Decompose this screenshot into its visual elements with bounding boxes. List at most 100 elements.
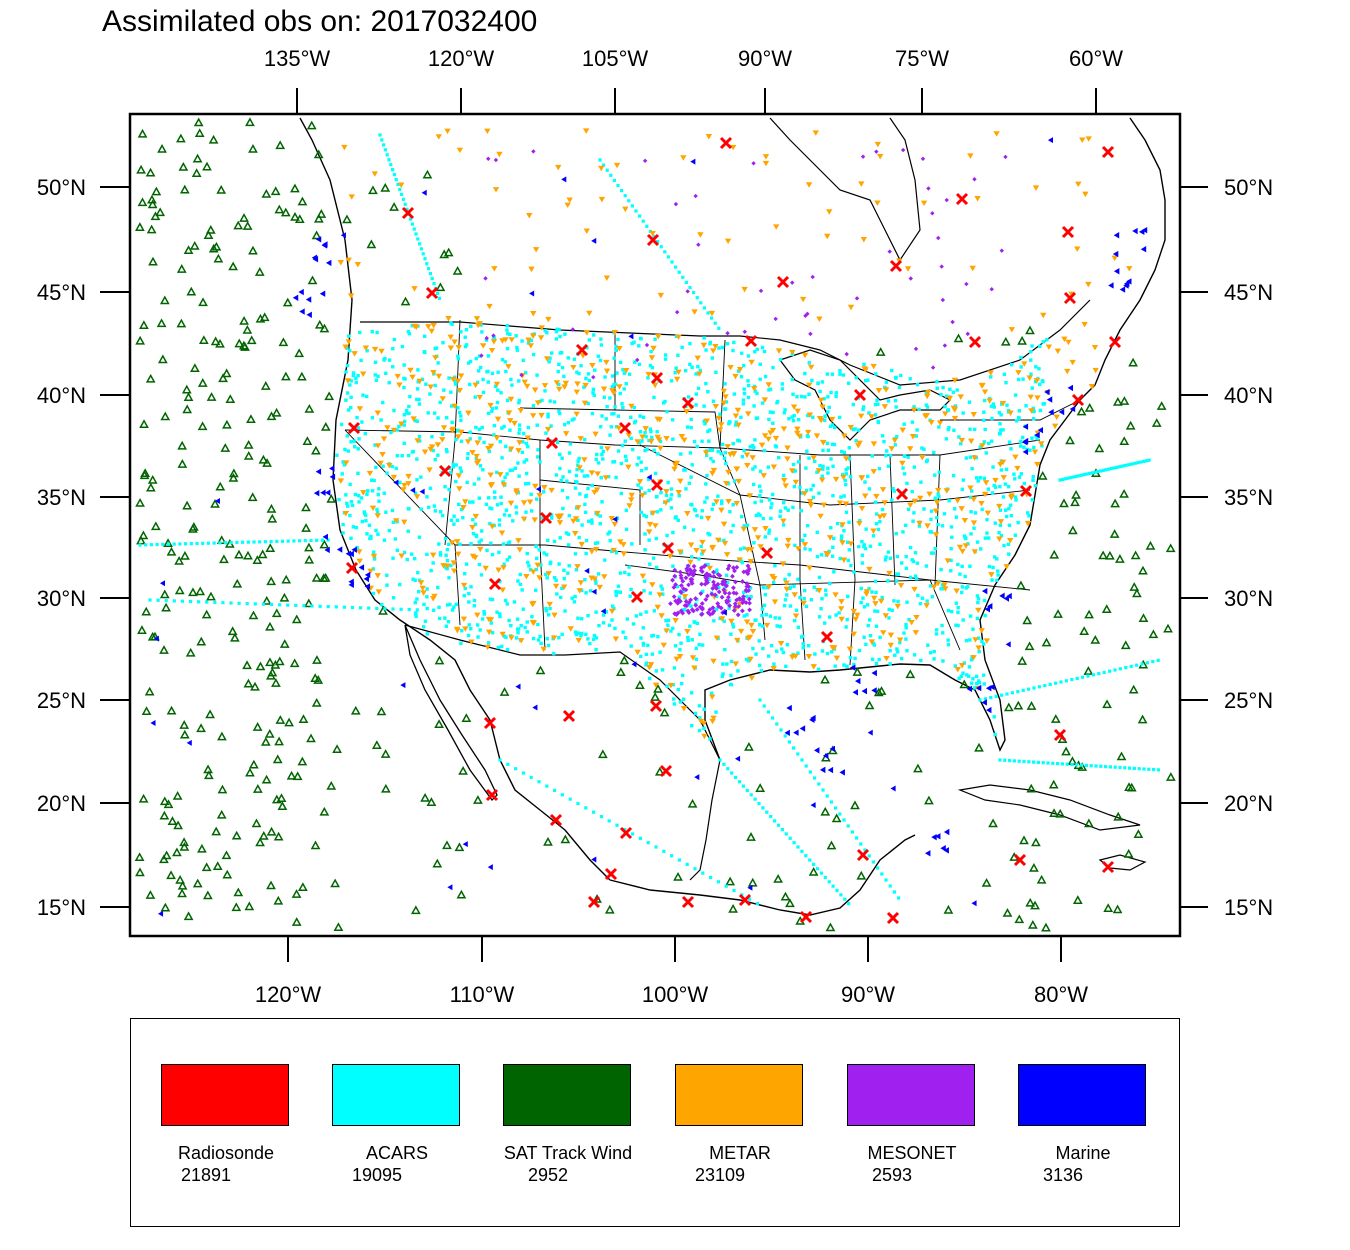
acars-marker	[615, 590, 619, 594]
acars-marker	[505, 398, 510, 403]
acars-marker	[778, 514, 782, 519]
acars-marker	[659, 508, 663, 512]
acars-marker	[1077, 474, 1081, 478]
top-tick-label: 105°W	[582, 46, 649, 71]
acars-marker	[425, 595, 429, 599]
metar-marker	[880, 513, 888, 519]
metar-marker	[970, 520, 978, 526]
acars-marker	[766, 654, 771, 658]
metar-marker	[500, 482, 507, 488]
acars-marker	[623, 454, 628, 459]
acars-marker	[686, 395, 691, 399]
mesonet-marker	[920, 156, 926, 162]
sat-wind-marker	[252, 784, 263, 793]
metar-marker	[958, 437, 966, 444]
acars-marker	[356, 493, 361, 498]
sat-wind-marker	[725, 876, 736, 886]
mesonet-marker	[710, 605, 716, 611]
acars-marker	[884, 453, 888, 458]
radiosonde-marker	[562, 709, 576, 723]
sat-wind-marker	[198, 297, 208, 307]
acars-marker	[1066, 476, 1070, 480]
sat-wind-marker	[294, 214, 305, 224]
radiosonde-marker	[1101, 145, 1115, 159]
metar-marker	[508, 337, 515, 343]
metar-marker	[401, 519, 408, 526]
acars-marker	[961, 411, 965, 415]
radiosonde-marker	[1053, 728, 1067, 742]
metar-marker	[610, 547, 617, 554]
acars-marker	[641, 415, 646, 419]
acars-marker	[571, 400, 576, 404]
metar-marker	[887, 632, 895, 639]
sat-wind-marker	[1101, 604, 1112, 613]
radiosonde-marker	[760, 546, 774, 560]
metar-marker	[932, 532, 940, 538]
acars-marker	[1006, 542, 1011, 547]
acars-marker	[263, 540, 267, 544]
acars-marker	[1031, 478, 1035, 483]
acars-marker	[699, 301, 703, 305]
acars-marker	[514, 334, 518, 338]
acars-marker	[148, 598, 152, 602]
mesonet-marker	[705, 593, 710, 599]
acars-marker	[554, 329, 559, 334]
marine-marker	[646, 474, 652, 481]
sat-wind-marker	[233, 887, 244, 897]
acars-marker	[555, 327, 559, 332]
mesonet-marker	[696, 242, 701, 247]
acars-marker	[925, 599, 929, 603]
acars-marker	[669, 379, 674, 383]
acars-marker	[609, 173, 613, 177]
acars-marker	[616, 414, 621, 418]
mesonet-marker	[707, 612, 713, 617]
metar-marker	[536, 493, 543, 499]
marine-marker	[153, 635, 159, 642]
acars-marker	[835, 888, 839, 893]
marine-marker	[529, 290, 535, 297]
marine-marker	[981, 587, 988, 595]
acars-marker	[637, 344, 641, 348]
acars-marker	[417, 439, 422, 443]
acars-marker	[436, 416, 440, 420]
acars-marker	[418, 242, 422, 246]
sat-wind-marker	[216, 184, 227, 194]
acars-marker	[592, 633, 597, 638]
legend-label: ACARS	[365, 1143, 428, 1163]
acars-marker	[981, 418, 986, 422]
sat-wind-marker	[157, 143, 167, 153]
sat-wind-marker	[239, 315, 249, 325]
acars-marker	[1108, 669, 1112, 673]
acars-marker	[419, 247, 423, 251]
metar-marker	[743, 619, 751, 625]
acars-marker	[1131, 462, 1135, 466]
metar-marker	[375, 589, 383, 595]
metar-marker	[492, 187, 500, 193]
metar-marker	[545, 571, 552, 577]
acars-marker	[576, 801, 580, 806]
metar-marker	[930, 584, 938, 590]
acars-marker	[823, 418, 827, 422]
acars-marker	[349, 440, 353, 444]
sat-wind-marker	[279, 639, 290, 648]
acars-marker	[886, 464, 891, 468]
acars-marker	[515, 617, 520, 621]
acars-marker	[674, 366, 678, 370]
marine-marker	[600, 608, 606, 615]
acars-marker	[478, 628, 482, 632]
sat-wind-marker	[304, 404, 315, 413]
metar-marker	[639, 434, 646, 440]
acars-marker	[1118, 667, 1122, 671]
marine-marker	[1126, 278, 1132, 285]
metar-marker	[687, 559, 694, 566]
metar-marker	[819, 404, 826, 410]
acars-marker	[1139, 460, 1143, 464]
marine-marker	[305, 296, 312, 303]
acars-marker	[486, 380, 490, 384]
sat-wind-marker	[245, 767, 255, 777]
mesonet-marker	[699, 581, 704, 587]
acars-marker	[660, 587, 665, 591]
acars-marker	[627, 372, 632, 376]
acars-marker	[459, 469, 463, 473]
acars-marker	[912, 511, 916, 515]
